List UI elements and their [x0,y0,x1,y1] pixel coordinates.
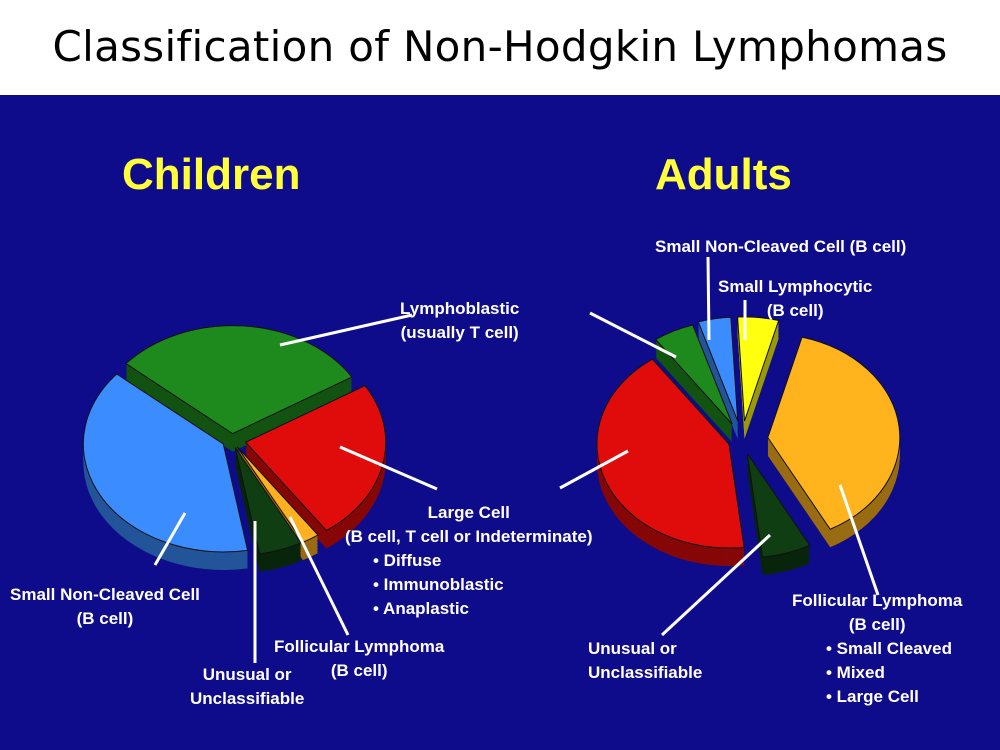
children-pie [82,325,387,572]
slice-large-cell [596,358,745,549]
label-line: • Small Cleaved [826,639,952,658]
slide-body: Children Adults Lymphoblastic (usually T… [0,95,1000,750]
label-line: Follicular Lymphoma [792,591,963,610]
slice-small-lymphocytic [737,316,780,422]
adults-pie [596,316,901,576]
label-line: (B cell) [330,661,388,680]
slice-lymphoblastic [125,325,353,435]
leader-unusual-adults [660,533,772,637]
leader-lymphoblastic-adults [589,311,677,359]
label-line: • Large Cell [826,687,919,706]
label-line: Unclassifiable [588,663,703,682]
slide-header: Classification of Non-Hodgkin Lymphomas [0,0,1000,95]
label-line: Small Non-Cleaved Cell (B cell) [655,237,907,256]
slice-unusual [746,453,811,558]
label-line: (B cell, T cell or Indeterminate) [345,527,593,546]
slice-unusual [234,447,302,555]
slide-title: Classification of Non-Hodgkin Lymphomas [52,22,948,71]
label-unusual-adults: Unusual or Unclassifiable [588,637,702,685]
label-large-cell: Large Cell (B cell, T cell or Indetermin… [345,501,593,621]
label-line: (B cell) [848,615,906,634]
leader-follicular-children [288,516,350,636]
label-line: • Mixed [826,663,885,682]
label-line: Small Lymphocytic [718,277,873,296]
label-small-non-cleaved-adults: Small Non-Cleaved Cell (B cell) [655,235,906,259]
label-line: • Immunoblastic [373,575,504,594]
leader-large-cell-children [339,445,438,491]
label-unusual-children: Unusual or Unclassifiable [190,663,304,711]
children-chart-title: Children [122,150,301,199]
label-line: Small Non-Cleaved Cell [10,585,200,604]
label-line: (B cell) [76,609,134,628]
adults-chart-title: Adults [655,150,792,199]
label-small-non-cleaved-children: Small Non-Cleaved Cell (B cell) [10,583,200,631]
label-follicular-adults: Follicular Lymphoma (B cell) • Small Cle… [792,589,962,709]
label-lymphoblastic: Lymphoblastic (usually T cell) [400,297,519,345]
label-line: • Anaplastic [373,599,470,618]
label-line: (usually T cell) [400,323,519,342]
label-line: Lymphoblastic [400,299,520,318]
leader-small-non-cleaved-adults [706,256,711,341]
leader-large-cell-adults [559,449,629,490]
slice-lymphoblastic [654,324,733,425]
slice-small-non-cleaved [82,373,249,553]
label-follicular-children: Follicular Lymphoma (B cell) [274,635,444,683]
label-line: Unclassifiable [190,689,305,708]
slice-small-non-cleaved [697,316,739,422]
pie-charts [82,256,901,663]
label-line: Large Cell [427,503,510,522]
leader-lymphoblastic [279,313,413,347]
slice-follicular [767,336,901,530]
leader-small-non-cleaved-children [153,512,187,566]
label-line: (B cell) [766,301,824,320]
label-line: • Diffuse [373,551,442,570]
label-line: Follicular Lymphoma [274,637,445,656]
label-line: Unusual or [202,665,292,684]
leader-follicular-adults [838,484,880,596]
label-small-lymphocytic: Small Lymphocytic (B cell) [718,275,872,323]
label-line: Unusual or [588,639,677,658]
